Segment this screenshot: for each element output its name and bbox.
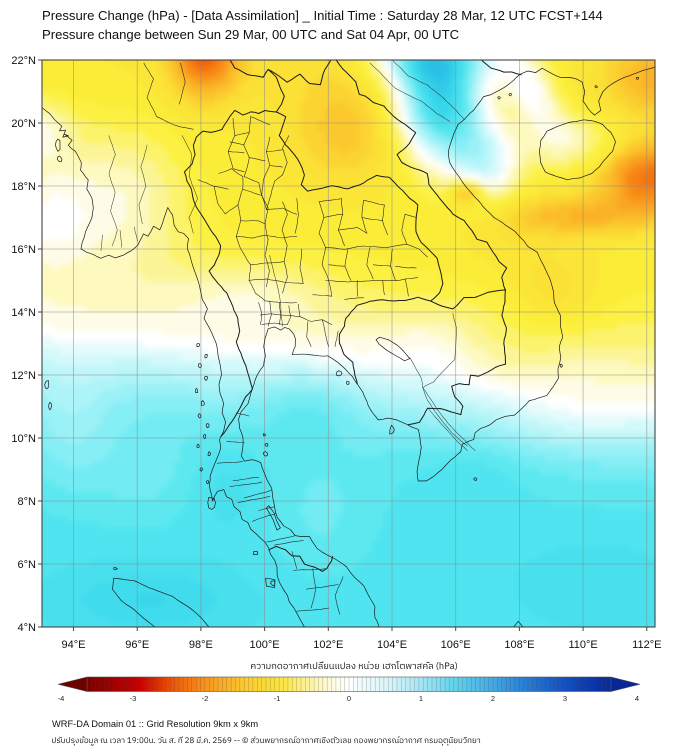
svg-text:104°E: 104°E [377, 639, 407, 651]
svg-text:1: 1 [419, 694, 423, 703]
svg-text:3: 3 [563, 694, 567, 703]
svg-text:112°E: 112°E [632, 639, 661, 651]
svg-text:22°N: 22°N [11, 55, 36, 67]
svg-text:10°N: 10°N [11, 433, 36, 445]
svg-text:14°N: 14°N [11, 307, 36, 319]
svg-text:102°E: 102°E [313, 639, 343, 651]
svg-text:6°N: 6°N [18, 559, 37, 571]
svg-text:WRF-DA Domain 01 :: Grid Resol: WRF-DA Domain 01 :: Grid Resolution 9km … [52, 719, 258, 729]
svg-text:-1: -1 [274, 694, 281, 703]
svg-text:96°E: 96°E [125, 639, 149, 651]
svg-text:12°N: 12°N [11, 370, 36, 382]
svg-text:-4: -4 [58, 694, 65, 703]
svg-text:-3: -3 [130, 694, 137, 703]
svg-text:108°E: 108°E [504, 639, 534, 651]
svg-text:8°N: 8°N [18, 496, 37, 508]
svg-text:106°E: 106°E [441, 639, 471, 651]
svg-text:2: 2 [491, 694, 495, 703]
svg-text:-2: -2 [202, 694, 209, 703]
svg-text:20°N: 20°N [11, 118, 36, 130]
svg-text:110°E: 110°E [568, 639, 597, 651]
svg-text:4°N: 4°N [18, 622, 37, 634]
svg-text:16°N: 16°N [11, 244, 36, 256]
svg-text:94°E: 94°E [62, 639, 86, 651]
svg-text:98°E: 98°E [189, 639, 213, 651]
svg-text:4: 4 [635, 694, 639, 703]
svg-text:0: 0 [347, 694, 351, 703]
svg-text:100°E: 100°E [250, 639, 280, 651]
svg-text:18°N: 18°N [11, 181, 36, 193]
